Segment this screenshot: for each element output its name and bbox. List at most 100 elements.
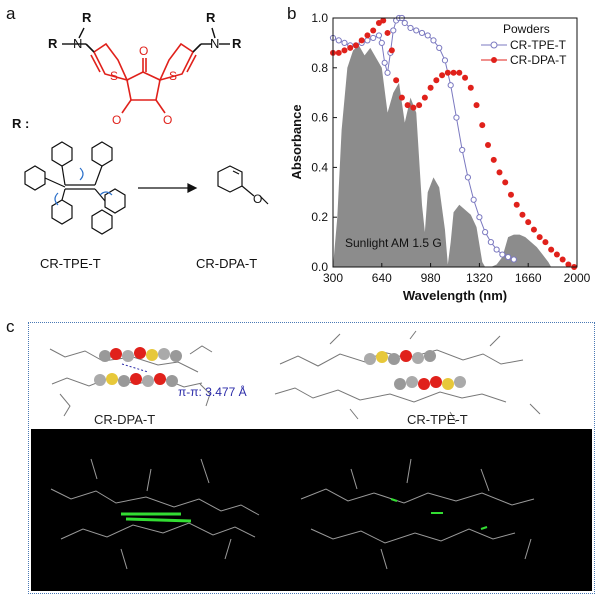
axes: 300 640 980 1320 1660 2000 0.0 0.2 0.4 0.6 0.8 1.0: [311, 11, 590, 285]
data-point-cr-dpa-t: [490, 156, 497, 163]
data-point-cr-dpa-t: [502, 179, 509, 186]
data-point-cr-tpe-t: [413, 27, 420, 34]
data-point-cr-dpa-t: [388, 47, 395, 54]
data-point-cr-dpa-t: [335, 49, 342, 56]
data-point-cr-tpe-t: [505, 253, 512, 261]
atom-s-right: S: [169, 69, 177, 83]
data-point-cr-dpa-t: [462, 74, 469, 81]
data-point-cr-tpe-t: [482, 229, 489, 236]
data-point-cr-dpa-t: [536, 234, 543, 241]
data-point-cr-tpe-t: [370, 34, 377, 42]
data-point-cr-tpe-t: [401, 19, 408, 27]
data-point-cr-tpe-t: [493, 246, 500, 253]
atom-n-left: N: [73, 36, 82, 51]
data-point-cr-dpa-t: [421, 94, 428, 101]
data-point-cr-dpa-t: [380, 17, 387, 24]
label-cr-dpa-t: CR-DPA-T: [196, 256, 257, 271]
data-point-cr-tpe-t: [476, 214, 483, 221]
data-point-cr-dpa-t: [525, 219, 532, 226]
data-point-cr-tpe-t: [378, 39, 385, 47]
atom-o-right: O: [163, 113, 172, 127]
data-point-cr-dpa-t: [542, 239, 549, 246]
legend-label-tpe: CR-TPE-T: [510, 38, 567, 52]
data-point-cr-tpe-t: [459, 146, 466, 154]
data-point-cr-tpe-t: [381, 59, 388, 66]
data-point-cr-dpa-t: [559, 256, 566, 263]
interaction-map-drawing: [50, 458, 535, 570]
panel-c-letter: c: [6, 317, 15, 336]
x-tick-label: 300: [323, 271, 343, 285]
crystal-label-tpe: CR-TPE-T: [407, 412, 468, 427]
data-point-cr-tpe-t: [447, 82, 454, 89]
data-point-cr-dpa-t: [341, 47, 348, 54]
x-tick-label: 2000: [564, 271, 591, 285]
data-point-cr-dpa-t: [358, 37, 365, 44]
atom-r-left: R: [48, 36, 58, 51]
data-point-cr-tpe-t: [375, 32, 383, 39]
data-point-cr-dpa-t: [553, 251, 560, 258]
label-cr-tpe-t: CR-TPE-T: [40, 256, 101, 271]
data-point-cr-dpa-t: [565, 261, 572, 268]
crystal-label-dpa: CR-DPA-T: [94, 412, 155, 427]
x-tick-label: 1660: [515, 271, 542, 285]
data-point-cr-tpe-t: [464, 174, 472, 181]
pi-distance-label: π-π: 3.477 Å: [178, 384, 247, 399]
data-point-cr-dpa-t: [352, 42, 359, 49]
plot-area: [329, 14, 578, 270]
data-point-cr-dpa-t: [364, 32, 371, 39]
crystal-packing-views: π-π: 3.477 Å CR-DPA-T CR-TPE-T: [49, 330, 541, 427]
data-point-cr-dpa-t: [439, 72, 446, 79]
data-point-cr-tpe-t: [384, 69, 391, 76]
legend-marker-dpa: [491, 57, 497, 63]
data-point-cr-dpa-t: [384, 29, 391, 36]
atom-o-dpa: O: [253, 192, 262, 206]
atom-o-top: O: [139, 44, 148, 58]
y-tick-label: 1.0: [311, 11, 328, 25]
y-tick-label: 0.8: [311, 61, 328, 75]
panel-b-letter: b: [287, 4, 297, 23]
data-point-cr-dpa-t: [473, 102, 480, 109]
data-point-cr-tpe-t: [436, 44, 443, 51]
x-axis-label: Wavelength (nm): [403, 288, 507, 303]
legend-label-dpa: CR-DPA-T: [510, 53, 567, 67]
data-point-cr-dpa-t: [444, 69, 451, 76]
data-point-cr-dpa-t: [479, 122, 486, 129]
data-point-cr-tpe-t: [424, 32, 431, 39]
data-point-cr-dpa-t: [416, 102, 423, 109]
data-point-cr-tpe-t: [364, 37, 371, 44]
atom-o-left: O: [112, 113, 121, 127]
tpe-interaction-surface: [390, 498, 488, 530]
y-tick-label: 0.4: [311, 160, 328, 174]
data-point-cr-tpe-t: [470, 196, 477, 203]
dpa-interaction-surface: [121, 512, 192, 523]
data-point-cr-tpe-t: [430, 37, 437, 44]
data-point-cr-dpa-t: [507, 191, 514, 198]
atom-r-left-top: R: [82, 10, 92, 25]
atom-r-right-top: R: [206, 10, 216, 25]
y-tick-label: 0.0: [311, 260, 328, 274]
data-point-cr-tpe-t: [335, 37, 342, 44]
chemical-structures: R R N R N R S S O O O R : O CR-TPE-T: [12, 10, 269, 271]
tpe-stack-bottom: [394, 376, 466, 390]
data-point-cr-dpa-t: [456, 69, 463, 76]
sunlight-spectrum-area: [333, 45, 577, 267]
r-group-label: R :: [12, 116, 29, 131]
data-point-cr-tpe-t: [510, 256, 517, 263]
data-point-cr-dpa-t: [410, 104, 417, 111]
data-point-cr-tpe-t: [341, 39, 348, 47]
absorbance-chart: 300 640 980 1320 1660 20000.00.20.40.60.81.0 …: [289, 11, 591, 303]
dpa-stack-bottom: [94, 373, 178, 387]
dpa-wireframe: [50, 458, 260, 570]
x-tick-label: 980: [421, 271, 441, 285]
data-point-cr-tpe-t: [390, 27, 397, 34]
data-point-cr-dpa-t: [404, 102, 411, 109]
atom-s-left: S: [110, 69, 118, 83]
data-point-cr-dpa-t: [485, 141, 492, 148]
y-axis-label: Absorbance: [289, 104, 304, 179]
data-point-cr-dpa-t: [433, 77, 440, 84]
data-point-cr-dpa-t: [398, 94, 405, 101]
tpe-structure: [24, 141, 126, 235]
data-point-cr-dpa-t: [530, 226, 537, 233]
tpe-stack-top: [364, 350, 436, 365]
x-tick-label: 1320: [466, 271, 493, 285]
